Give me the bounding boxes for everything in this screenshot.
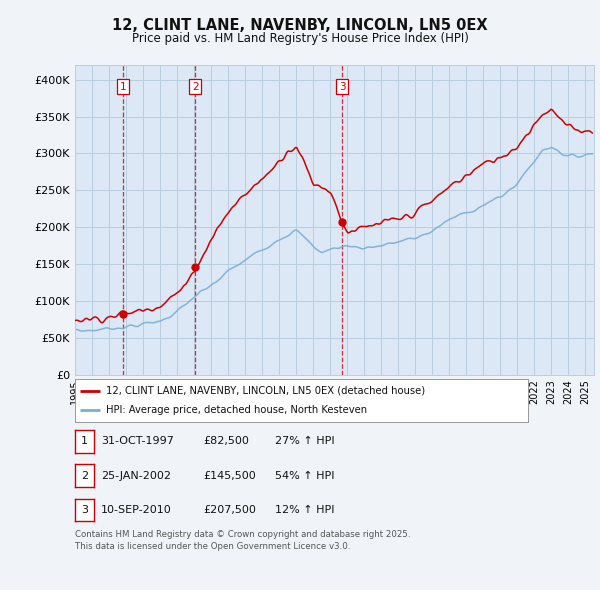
Text: £145,500: £145,500	[203, 471, 256, 480]
Text: 3: 3	[81, 505, 88, 514]
Text: Price paid vs. HM Land Registry's House Price Index (HPI): Price paid vs. HM Land Registry's House …	[131, 32, 469, 45]
Text: £207,500: £207,500	[203, 505, 256, 514]
Text: HPI: Average price, detached house, North Kesteven: HPI: Average price, detached house, Nort…	[106, 405, 367, 415]
Text: 54% ↑ HPI: 54% ↑ HPI	[275, 471, 334, 480]
Text: 12, CLINT LANE, NAVENBY, LINCOLN, LN5 0EX: 12, CLINT LANE, NAVENBY, LINCOLN, LN5 0E…	[112, 18, 488, 32]
Text: 10-SEP-2010: 10-SEP-2010	[101, 505, 172, 514]
Text: 27% ↑ HPI: 27% ↑ HPI	[275, 437, 334, 446]
Text: 2: 2	[81, 471, 88, 480]
Text: Contains HM Land Registry data © Crown copyright and database right 2025.
This d: Contains HM Land Registry data © Crown c…	[75, 530, 410, 551]
Text: 12, CLINT LANE, NAVENBY, LINCOLN, LN5 0EX (detached house): 12, CLINT LANE, NAVENBY, LINCOLN, LN5 0E…	[106, 386, 425, 396]
Text: 3: 3	[338, 82, 345, 92]
Text: 2: 2	[192, 82, 199, 92]
Text: 1: 1	[81, 437, 88, 446]
Text: £82,500: £82,500	[203, 437, 248, 446]
Text: 31-OCT-1997: 31-OCT-1997	[101, 437, 173, 446]
Text: 12% ↑ HPI: 12% ↑ HPI	[275, 505, 334, 514]
Text: 25-JAN-2002: 25-JAN-2002	[101, 471, 171, 480]
Text: 1: 1	[120, 82, 127, 92]
